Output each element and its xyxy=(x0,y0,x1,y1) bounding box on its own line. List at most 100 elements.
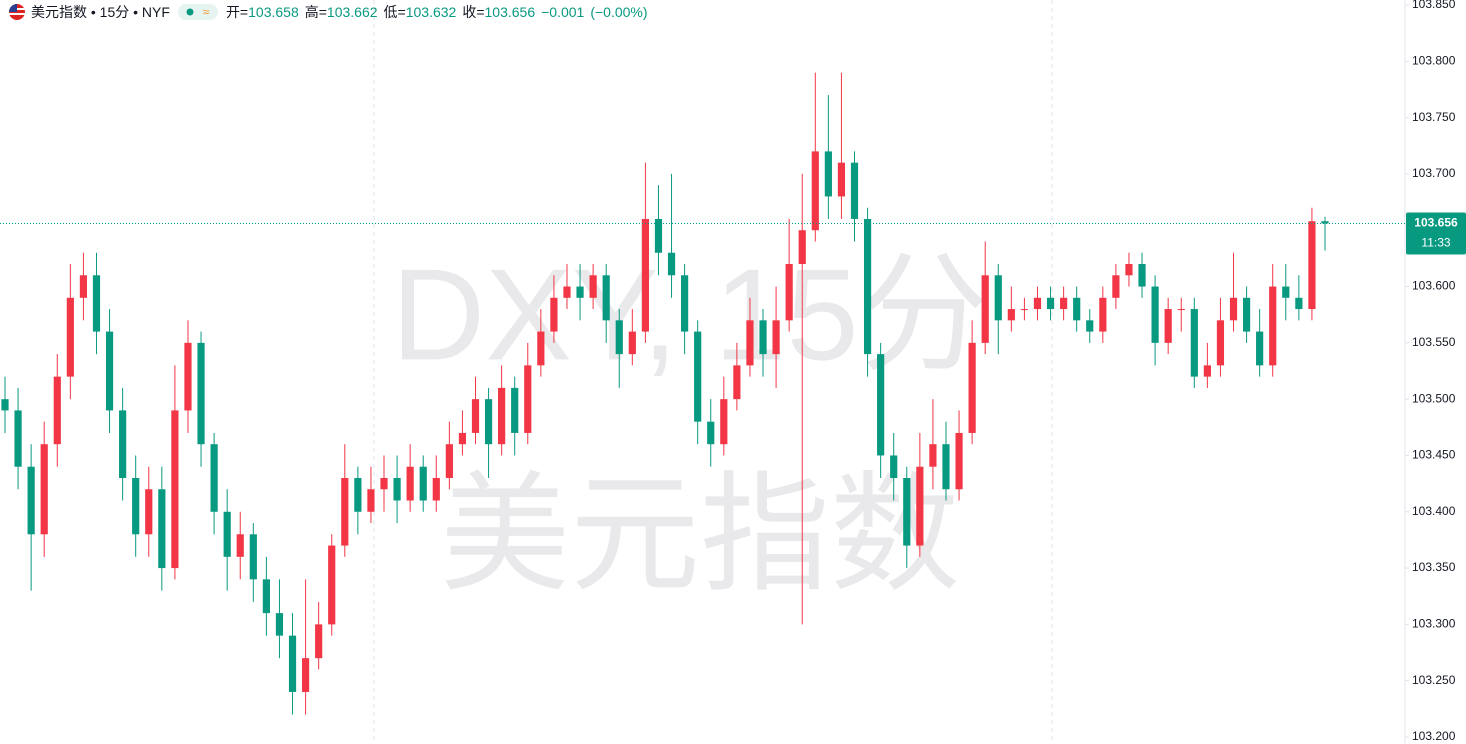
candle-body xyxy=(1138,264,1146,287)
candle-body xyxy=(1046,297,1055,310)
candle-body xyxy=(890,455,898,478)
y-tick-label: 103.350 xyxy=(1412,560,1456,574)
candle-body xyxy=(445,444,453,478)
candle-body xyxy=(484,399,493,445)
candle-body xyxy=(249,534,257,580)
candle-body xyxy=(498,387,506,445)
candle-body xyxy=(171,410,179,569)
open-label: 开= xyxy=(225,4,249,20)
candle-body xyxy=(1190,309,1198,377)
candle-body xyxy=(210,444,218,512)
candle-body xyxy=(589,275,597,298)
candle-body xyxy=(79,275,88,298)
candle-body xyxy=(576,286,584,298)
candle-body xyxy=(1282,286,1290,298)
change-pct: (−0.00%) xyxy=(590,4,648,20)
candle-body xyxy=(1321,221,1329,224)
candle-body xyxy=(1073,297,1081,321)
candle-body xyxy=(785,264,793,321)
y-tick-label: 103.700 xyxy=(1412,166,1456,180)
candle-body xyxy=(1,399,9,411)
candle-body xyxy=(354,477,362,512)
y-tick-label: 103.850 xyxy=(1412,0,1456,11)
candle-body xyxy=(1033,297,1042,310)
candle-body xyxy=(1020,309,1028,311)
candle-body xyxy=(471,399,480,433)
candle-body xyxy=(66,297,74,377)
candle-body xyxy=(1229,297,1238,321)
candle-body xyxy=(158,489,166,569)
candle-body xyxy=(654,218,663,253)
candle-body xyxy=(1125,264,1133,276)
candle-body xyxy=(733,365,741,400)
candle-body xyxy=(1308,221,1316,310)
y-tick-label: 103.250 xyxy=(1412,673,1456,687)
candle-body xyxy=(1151,286,1159,343)
candle-body xyxy=(681,275,689,332)
candle-body xyxy=(694,331,702,422)
candle-body xyxy=(1242,297,1251,332)
candle-body xyxy=(1177,309,1185,311)
candle-body xyxy=(406,466,414,501)
candle-body xyxy=(393,477,401,501)
price-tag-value: 103.656 xyxy=(1414,216,1458,230)
candle-body xyxy=(1099,297,1107,332)
candle-body xyxy=(955,432,963,490)
candle-body xyxy=(850,162,859,219)
candle-body xyxy=(916,466,924,546)
y-tick-label: 103.450 xyxy=(1412,448,1456,462)
candle-body xyxy=(942,444,950,490)
change: −0.001 xyxy=(541,4,585,20)
candle-body xyxy=(981,275,989,343)
y-tick-label: 103.600 xyxy=(1412,279,1456,293)
svg-text:≈: ≈ xyxy=(203,5,210,19)
candle-body xyxy=(1007,309,1015,321)
flag-icon xyxy=(9,4,25,20)
candle-body xyxy=(1295,297,1303,310)
watermark: 美元指数 xyxy=(440,461,960,607)
y-tick-label: 103.300 xyxy=(1412,617,1456,631)
candle-body xyxy=(341,477,349,546)
candle-body xyxy=(14,410,22,467)
status-pill[interactable]: ≈ xyxy=(177,4,218,20)
candle-body xyxy=(511,387,519,433)
candle-body xyxy=(197,342,205,445)
close-label: 收= xyxy=(462,4,485,20)
candle-body xyxy=(53,376,61,445)
candle-body xyxy=(419,466,427,501)
candle-body xyxy=(1256,331,1264,366)
candle-body xyxy=(720,399,728,445)
high-label: 高= xyxy=(304,4,327,20)
candle-body xyxy=(1112,275,1120,298)
candle-body xyxy=(328,545,336,625)
open-value: 103.658 xyxy=(248,4,299,20)
candle-body xyxy=(92,275,101,332)
candle-body xyxy=(550,297,558,332)
price-tag-countdown: 11:33 xyxy=(1421,236,1450,250)
candle-body xyxy=(863,218,872,355)
candle-body xyxy=(119,410,127,478)
watermark: DXY, 15分 xyxy=(391,241,988,387)
candle-body xyxy=(184,342,192,411)
candle-body xyxy=(432,477,440,501)
candle-body xyxy=(1086,320,1094,332)
close-value: 103.656 xyxy=(484,4,536,20)
candle-body xyxy=(380,477,388,490)
y-tick-label: 103.500 xyxy=(1412,391,1456,405)
candle-body xyxy=(524,365,532,433)
y-tick-label: 103.800 xyxy=(1412,53,1456,67)
y-tick-label: 103.200 xyxy=(1412,729,1456,743)
candle-body xyxy=(223,511,231,557)
candle-body xyxy=(1164,309,1172,343)
candle-body xyxy=(105,331,114,411)
candle-body xyxy=(615,320,623,355)
candle-body xyxy=(877,354,885,456)
candle-body xyxy=(759,320,767,355)
candle-body xyxy=(1216,320,1225,366)
candle-body xyxy=(1060,297,1068,310)
candle-body xyxy=(602,275,610,321)
high-value: 103.662 xyxy=(326,4,378,20)
symbol: 美元指数 • 15分 • NYF xyxy=(31,4,170,20)
candle-body xyxy=(40,444,48,535)
candle-body xyxy=(1203,365,1211,377)
